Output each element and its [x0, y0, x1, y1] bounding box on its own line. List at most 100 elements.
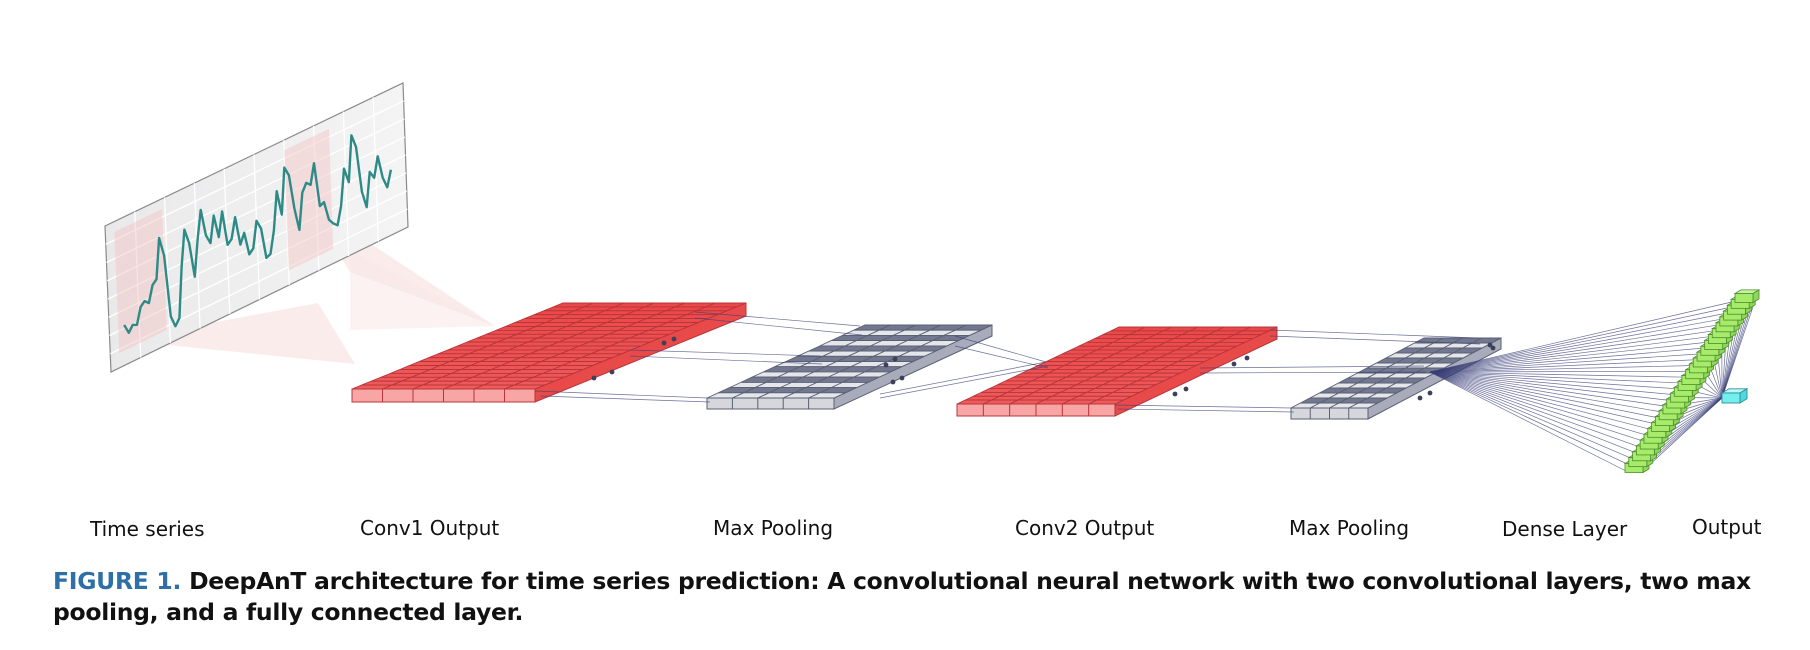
- fan-out-line: [1664, 397, 1723, 439]
- fan-in-line: [1429, 306, 1733, 373]
- time-series-panel: [104, 82, 409, 373]
- connection-line: [534, 390, 708, 399]
- panel-gridline: [108, 172, 407, 318]
- fan-out-line: [1721, 297, 1757, 399]
- fan-in-line: [1429, 341, 1710, 373]
- label-output: Output: [1692, 515, 1762, 539]
- connection-lines: [534, 297, 1757, 472]
- connection-line: [629, 349, 821, 357]
- receptive-field-window: [284, 128, 334, 271]
- fan-out-line: [1706, 374, 1723, 399]
- fan-out-line: [1710, 368, 1723, 399]
- connection-line: [879, 361, 1047, 395]
- connection-line: [694, 317, 863, 336]
- conv2-output-block: [956, 326, 1278, 417]
- fan-in-line: [1429, 371, 1687, 378]
- fan-in-line: [1429, 371, 1683, 384]
- dense-layer: [1623, 289, 1761, 474]
- time-series-line: [123, 134, 393, 334]
- fan-in-line: [1429, 371, 1672, 402]
- fan-out-line: [1683, 397, 1723, 410]
- ellipsis-dot: [1172, 391, 1178, 397]
- fan-in-line: [1429, 371, 1680, 390]
- fan-out-line: [1660, 397, 1723, 445]
- fan-in-line: [1429, 347, 1706, 373]
- slab-cell: [1348, 402, 1378, 409]
- ellipsis-dot: [1417, 395, 1423, 401]
- caption-text: DeepAnT architecture for time series pre…: [53, 567, 1751, 626]
- fan-in-line: [1429, 300, 1737, 373]
- fan-out-line: [1657, 397, 1723, 451]
- ellipsis-dot: [883, 362, 889, 368]
- ellipsis-dot: [671, 336, 677, 342]
- fan-out-line: [1672, 397, 1723, 428]
- fan-out-line: [1687, 397, 1723, 404]
- fan-in-line: [1429, 371, 1646, 443]
- max-pooling-2-block: [1290, 337, 1502, 420]
- output-node: [1720, 388, 1749, 404]
- ellipsis-dot: [1183, 386, 1189, 392]
- fan-in-line: [1429, 370, 1691, 373]
- label-max-pooling-1: Max Pooling: [713, 516, 834, 540]
- connection-line: [629, 355, 823, 365]
- ellipsis-dot: [892, 356, 898, 362]
- ellipsis-dot: [1427, 390, 1433, 396]
- fan-in-line: [1429, 318, 1725, 373]
- fan-in-line: [1429, 371, 1664, 413]
- figure-caption: FIGURE 1. DeepAnT architecture for time s…: [53, 566, 1773, 628]
- panel-gridline: [105, 100, 404, 245]
- connection-line: [1199, 371, 1427, 374]
- fan-out-line: [1721, 344, 1727, 399]
- fan-out-line: [1653, 397, 1723, 457]
- label-conv2-output: Conv2 Output: [1015, 516, 1155, 540]
- fan-in-line: [1429, 329, 1718, 373]
- fan-in-line: [1429, 371, 1642, 448]
- figure-number: FIGURE 1.: [53, 567, 182, 595]
- fan-out-line: [1698, 385, 1723, 399]
- architecture-diagram: [104, 82, 1761, 474]
- slab-front-face: [706, 397, 835, 410]
- fan-out-line: [1721, 338, 1730, 399]
- slab-cell: [504, 384, 545, 390]
- ellipsis-dot: [1487, 342, 1493, 348]
- fan-in-line: [1429, 353, 1702, 373]
- label-time-series: Time series: [90, 517, 205, 541]
- connection-line: [1269, 335, 1481, 345]
- output-node: [1721, 392, 1741, 404]
- fan-in-line: [1429, 371, 1653, 431]
- label-max-pooling-2: Max Pooling: [1289, 516, 1410, 540]
- max-pooling-1-block: [706, 324, 993, 410]
- panel-gridline: [109, 190, 408, 337]
- fan-in-line: [1429, 371, 1668, 407]
- dense-neuron: [1734, 293, 1754, 303]
- fan-in-line: [1429, 359, 1699, 373]
- fan-in-line: [1429, 371, 1661, 419]
- conv1-output-block: [351, 302, 747, 403]
- fan-in-line: [1429, 371, 1638, 454]
- ellipsis-dot: [1244, 355, 1250, 361]
- ellipsis-dot: [1231, 361, 1237, 367]
- fan-out-line: [1721, 333, 1734, 399]
- connection-line: [954, 335, 1047, 363]
- receptive-field-window: [114, 209, 167, 354]
- label-dense-layer: Dense Layer: [1502, 517, 1628, 541]
- fan-out-line: [1676, 397, 1723, 422]
- fan-in-line: [1429, 371, 1627, 472]
- fan-in-line: [1429, 335, 1714, 373]
- panel-gridline: [109, 208, 408, 355]
- ellipsis-dot: [890, 379, 896, 385]
- fan-out-line: [1695, 391, 1723, 399]
- fan-in-line: [1429, 365, 1695, 373]
- fan-in-line: [1429, 371, 1630, 466]
- connection-line: [1199, 365, 1425, 369]
- connection-line: [694, 311, 861, 327]
- fan-out-line: [1702, 379, 1723, 399]
- beam-cone: [119, 303, 355, 364]
- fan-in-line: [1429, 371, 1676, 396]
- ellipsis-dot: [1490, 345, 1496, 351]
- fan-out-line: [1721, 327, 1738, 399]
- ellipsis-dot: [591, 375, 597, 381]
- beam-cone: [350, 250, 495, 330]
- label-conv1-output: Conv1 Output: [360, 516, 500, 540]
- ellipsis-dot: [899, 375, 905, 381]
